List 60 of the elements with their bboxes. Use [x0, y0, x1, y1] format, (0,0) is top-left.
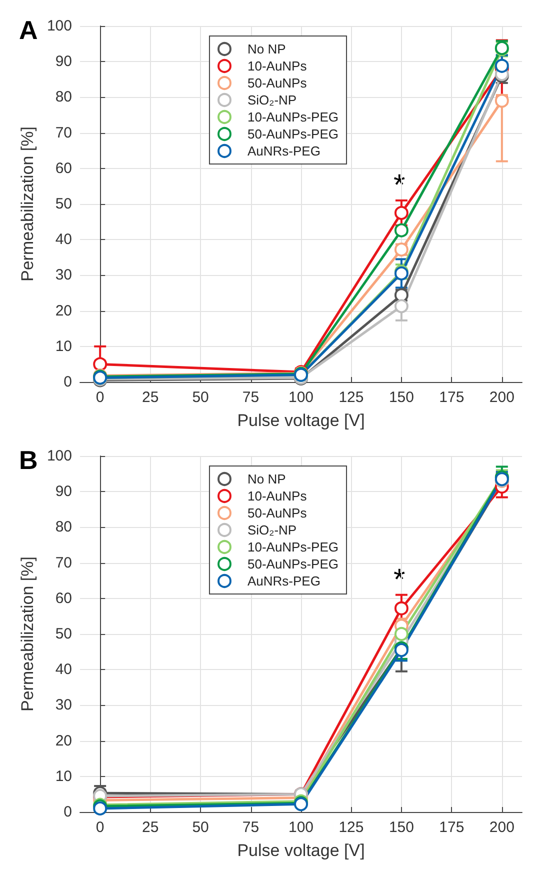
y-tick-label: 40 [55, 661, 72, 678]
y-tick-label: 20 [55, 732, 72, 750]
legend-label: 10-AuNPs [247, 58, 308, 74]
legend-label: No NP [247, 472, 286, 486]
y-tick-label: 60 [55, 590, 72, 607]
y-axis-title: Permeabilization [%] [18, 556, 38, 712]
legend-label: SiO₂-NP [247, 92, 297, 108]
x-tick-label: 100 [288, 389, 314, 406]
y-tick-label: 30 [55, 266, 72, 284]
legend-label: AuNRs-PEG [247, 574, 320, 588]
y-tick-label: 40 [55, 231, 72, 248]
x-tick-label: 25 [142, 389, 159, 406]
x-axis-title: Pulse voltage [V] [237, 841, 365, 860]
y-tick-label: 70 [55, 554, 72, 572]
x-tick-label: 75 [242, 389, 260, 406]
x-axis-title: Pulse voltage [V] [237, 411, 365, 430]
y-tick-label: 100 [46, 18, 72, 34]
y-tick-label: 70 [55, 124, 72, 142]
y-tick-label: 20 [55, 302, 72, 320]
chart-title: A [19, 15, 38, 45]
y-tick-label: 30 [55, 696, 72, 714]
legend-label: No NP [247, 42, 286, 56]
chart-title: B [19, 445, 38, 475]
legend-label: 50-AuNPs [247, 76, 308, 90]
x-tick-label: 200 [489, 389, 514, 406]
legend-label: AuNRs-PEG [247, 144, 320, 158]
y-tick-label: 0 [64, 374, 72, 390]
x-tick-label: 0 [96, 389, 104, 406]
legend-label: SiO₂-NP [247, 522, 297, 538]
x-tick-label: 0 [96, 819, 104, 836]
y-tick-label: 0 [64, 804, 72, 820]
x-tick-label: 125 [338, 819, 364, 836]
y-tick-label: 80 [55, 88, 72, 106]
x-tick-label: 100 [288, 819, 314, 836]
legend-label: 50-AuNPs-PEG [247, 126, 339, 142]
legend-label: 50-AuNPs-PEG [247, 556, 339, 572]
y-tick-label: 90 [55, 53, 72, 70]
x-tick-label: 50 [192, 819, 209, 836]
y-tick-label: 50 [55, 626, 72, 642]
y-tick-label: 90 [55, 483, 72, 500]
x-tick-label: 125 [338, 389, 364, 406]
legend-label: 10-AuNPs-PEG [247, 540, 339, 554]
x-tick-label: 175 [439, 819, 464, 836]
x-tick-label: 150 [388, 819, 414, 836]
y-axis-title: Permeabilization [%] [18, 126, 38, 282]
legend-label: 10-AuNPs-PEG [247, 110, 339, 124]
y-tick-label: 50 [55, 196, 72, 212]
x-tick-label: 25 [142, 819, 159, 836]
y-tick-label: 80 [55, 518, 72, 536]
y-tick-label: 10 [55, 338, 72, 355]
x-tick-label: 50 [192, 389, 209, 406]
x-tick-label: 175 [439, 389, 464, 406]
y-tick-label: 60 [55, 160, 72, 177]
legend-label: 50-AuNPs [247, 506, 308, 520]
y-tick-label: 100 [46, 448, 72, 464]
x-tick-label: 200 [489, 819, 514, 836]
x-tick-label: 75 [242, 819, 260, 836]
y-tick-label: 10 [55, 768, 72, 785]
legend-label: 10-AuNPs [247, 488, 308, 504]
x-tick-label: 150 [388, 389, 414, 406]
